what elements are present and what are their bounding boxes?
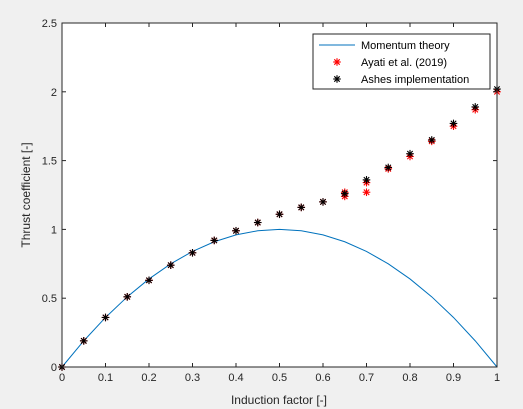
- legend: Momentum theory Ayati et al. (2019) Ashes …: [312, 33, 491, 90]
- y-tick-label: 2.5: [42, 18, 57, 30]
- data-point-ashes-implementation: [406, 149, 414, 158]
- legend-swatch-ashes-implementation: [333, 75, 341, 83]
- data-point-ashes-implementation: [427, 136, 436, 144]
- data-point-ashes-implementation: [362, 176, 371, 184]
- data-point-ayati-et-al-2019: [362, 188, 371, 197]
- series-line-momentum-theory: [61, 228, 498, 368]
- x-tick-label: 0.5: [272, 372, 287, 384]
- data-point-ashes-implementation: [253, 218, 262, 227]
- data-point-ashes-implementation: [166, 261, 175, 269]
- data-point-ashes-implementation: [232, 226, 240, 235]
- x-tick-label: 0.9: [446, 372, 461, 384]
- data-point-ashes-implementation: [210, 236, 219, 245]
- legend-label-ayati-et-al-2019: Ayati et al. (2019): [361, 57, 447, 69]
- x-tick-label: 0: [59, 372, 65, 384]
- data-point-ashes-implementation: [101, 313, 110, 322]
- data-point-ashes-implementation: [319, 198, 327, 206]
- legend-box: [312, 33, 491, 90]
- y-tick-label: 1: [51, 224, 57, 236]
- data-point-ashes-implementation: [471, 103, 480, 111]
- y-tick-label: 0: [51, 362, 57, 374]
- data-point-ashes-implementation: [449, 119, 458, 128]
- x-axis-label: Induction factor [-]: [231, 393, 327, 407]
- y-tick-label: 0.5: [42, 293, 57, 305]
- x-tick-label: 0.3: [185, 372, 200, 384]
- data-point-ashes-implementation: [340, 189, 349, 198]
- y-tick-label: 1.5: [42, 156, 57, 168]
- legend-swatch-ayati-et-al-2019: [333, 58, 341, 66]
- x-tick-label: 0.4: [228, 372, 243, 384]
- x-tick-label: 0.8: [402, 372, 417, 384]
- y-tick-label: 2: [51, 87, 57, 99]
- legend-label-ashes-implementation: Ashes implementation: [361, 74, 469, 86]
- x-tick-label: 1: [494, 372, 500, 384]
- data-point-ashes-implementation: [188, 248, 197, 257]
- data-point-ashes-implementation: [123, 293, 132, 301]
- y-axis-label: Thrust coefficient [-]: [19, 142, 33, 247]
- data-point-ashes-implementation: [384, 163, 393, 172]
- legend-label-momentum-theory: Momentum theory: [361, 40, 450, 52]
- x-tick-label: 0.1: [98, 372, 113, 384]
- data-point-ashes-implementation: [79, 337, 88, 345]
- data-point-ashes-implementation: [297, 203, 306, 212]
- axes: 0 0.1 0.2 0.3 0.4 0.5 0.6 0.7 0.8 0.9 1 0 0.5 1 1.5 2 2.…: [42, 18, 500, 384]
- data-point-ashes-implementation: [275, 210, 284, 219]
- x-tick-label: 0.6: [315, 372, 330, 384]
- x-tick-label: 0.2: [141, 372, 156, 384]
- data-point-ashes-implementation: [145, 276, 153, 285]
- x-tick-label: 0.7: [359, 372, 374, 384]
